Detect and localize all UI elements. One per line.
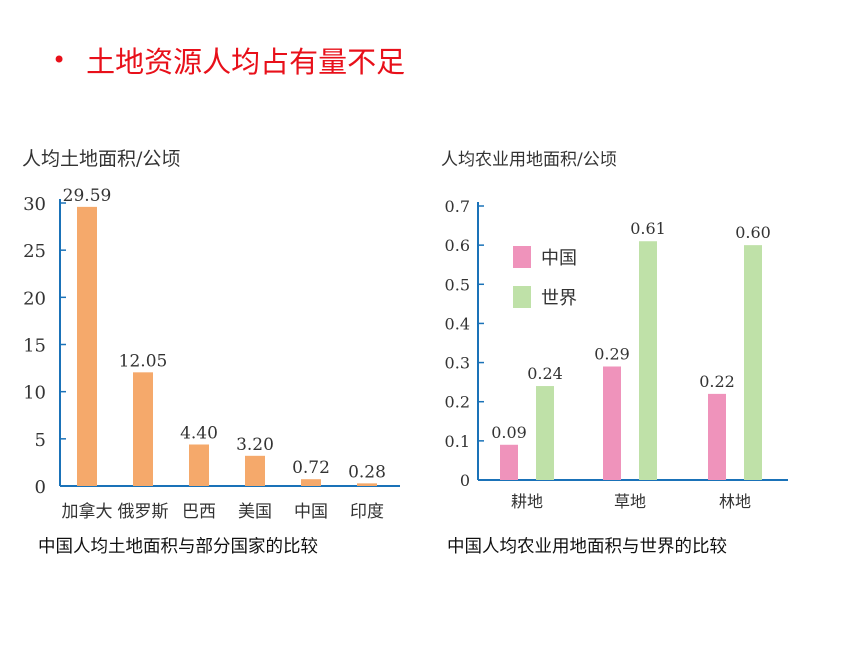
- chart2-bar-0-2: [708, 393, 726, 480]
- chart2-category-label: 耕地: [511, 492, 543, 511]
- chart1-category-label: 美国: [238, 502, 272, 522]
- chart1-y-tick-label: 30: [23, 194, 46, 215]
- page-heading: • 土地资源人均占有量不足: [52, 38, 405, 82]
- agri-land-per-capita-chart: 人均农业用地面积/公顷 0 0.1 0.2 0.3 0.4 0.5 0.6 0.7 0.09 0.…: [441, 150, 788, 511]
- chart2-bar-0-0: [500, 444, 518, 480]
- chart1-category-label: 中国: [294, 502, 328, 522]
- chart2-value-label: 0.22: [699, 372, 735, 391]
- chart2-value-label: 0.29: [594, 344, 630, 363]
- chart2-bar-1-0: [536, 386, 554, 480]
- chart1-value-label: 4.40: [180, 423, 218, 443]
- chart1-title: 人均土地面积/公顷: [22, 148, 180, 170]
- chart1-caption: 中国人均土地面积与部分国家的比较: [38, 537, 318, 557]
- chart1-value-label: 3.20: [236, 435, 274, 455]
- chart1-bar-5: [357, 483, 377, 486]
- chart1-bar-0: [77, 206, 97, 486]
- chart2-legend-swatch: [513, 286, 531, 308]
- chart1-category-label: 加拿大: [62, 501, 113, 522]
- chart2-legend-label: 世界: [541, 288, 577, 309]
- chart2-y-tick-label: 0.6: [445, 236, 470, 255]
- chart2-category-label: 草地: [614, 492, 646, 511]
- chart1-y-tick-label: 25: [23, 241, 46, 262]
- chart1-y-tick-label: 15: [23, 336, 46, 357]
- chart1-value-label: 0.28: [348, 462, 386, 482]
- chart2-value-label: 0.60: [735, 223, 771, 242]
- land-per-capita-chart: 人均土地面积/公顷 0 5 10 15 20 25 30 29.59 加拿大 12.05 俄罗斯 4.…: [22, 148, 400, 522]
- bullet-icon: •: [52, 46, 67, 74]
- chart2-legend-label: 中国: [541, 248, 577, 269]
- chart1-bar-2: [189, 444, 209, 486]
- chart1-bar-4: [301, 479, 321, 486]
- chart1-y-tick-label: 5: [35, 430, 46, 451]
- chart1-y-tick-label: 20: [23, 288, 46, 309]
- chart1-value-label: 12.05: [119, 351, 168, 371]
- chart2-value-label: 0.24: [527, 364, 563, 383]
- chart2-y-tick-label: 0.2: [445, 393, 470, 412]
- chart2-category-label: 林地: [719, 492, 751, 511]
- chart1-category-label: 俄罗斯: [118, 502, 169, 522]
- chart2-value-label: 0.09: [491, 423, 527, 442]
- chart1-y-tick-label: 0: [35, 477, 46, 498]
- page-title: 土地资源人均占有量不足: [86, 45, 406, 79]
- chart2-title: 人均农业用地面积/公顷: [441, 150, 617, 170]
- chart1-bar-3: [245, 455, 265, 486]
- chart1-category-label: 巴西: [182, 502, 216, 522]
- chart1-y-tick-label: 10: [23, 383, 46, 404]
- chart1-bar-1: [133, 372, 153, 486]
- chart1-value-label: 0.72: [292, 458, 330, 478]
- chart1-category-label: 印度: [350, 502, 384, 522]
- chart2-y-tick-label: 0: [460, 471, 470, 490]
- chart2-caption: 中国人均农业用地面积与世界的比较: [447, 537, 727, 557]
- chart2-legend-swatch: [513, 246, 531, 268]
- chart2-value-label: 0.61: [630, 219, 666, 238]
- chart2-bar-1-1: [639, 241, 657, 480]
- chart2-y-tick-label: 0.7: [445, 197, 470, 216]
- chart2-y-tick-label: 0.5: [445, 275, 470, 294]
- chart2-y-tick-label: 0.4: [445, 314, 470, 333]
- chart2-bar-1-2: [744, 245, 762, 480]
- chart2-y-tick-label: 0.1: [445, 432, 470, 451]
- chart1-value-label: 29.59: [63, 186, 112, 206]
- chart2-y-tick-label: 0.3: [445, 354, 470, 373]
- chart2-bar-0-1: [603, 366, 621, 480]
